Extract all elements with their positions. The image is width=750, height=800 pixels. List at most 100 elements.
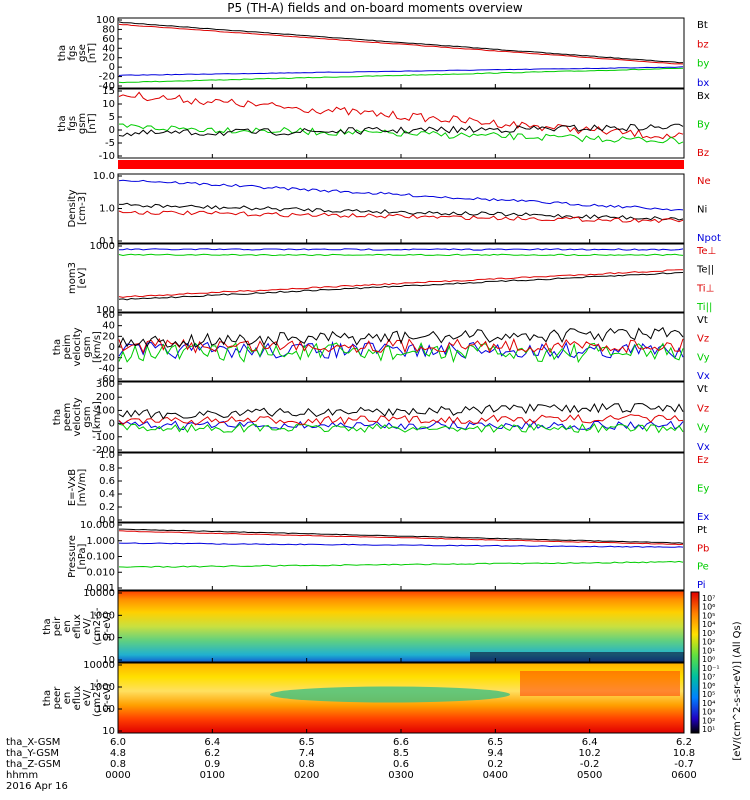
date-label: 2016 Apr 16 [6,781,68,792]
series-by [118,67,684,84]
x-tick-value: -0.2 [580,759,600,770]
y-tick-label: 0.0 [99,515,115,526]
legend-entry: Te⊥ [696,246,716,257]
y-axis-label: tha [52,409,63,425]
series-Bz [118,91,684,140]
y-tick-label: 0 [109,62,115,73]
legend-entry: Ti|| [696,302,712,313]
legend-entry: Vy [697,423,710,434]
legend-entry: Vx [697,442,710,453]
colorbar-tick-label: 10⁴ [702,620,715,629]
y-tick-label: 0 [109,125,115,136]
y-tick-label: 10 [102,655,115,666]
legend-entry: Bt [697,20,708,31]
y-tick-label: 100 [96,405,115,416]
y-tick-label: 40 [102,321,115,332]
series-Ne [118,210,684,224]
series-Vx [118,420,684,431]
y-axis-label: gsm [77,113,88,134]
colorbar-tick-label: 10² [702,716,715,725]
x-tick-value: 7.4 [299,748,315,759]
series-Vt [118,326,684,348]
legend-entry: Vy [697,352,710,363]
y-tick-label: -20 [99,72,115,83]
figure-title: P5 (TH-A) fields and on-board moments ov… [227,1,523,15]
x-row-label: hhmm [6,770,38,781]
x-tick-value: 0300 [388,770,413,781]
y-tick-label: 1000 [90,610,115,621]
y-axis-label: (cm2-s- [92,607,103,645]
y-tick-label: 60 [102,34,115,45]
legend-entry: Te|| [696,265,714,276]
series-Te|| [118,272,684,301]
series-bx [118,66,684,76]
y-tick-label: 60 [102,310,115,321]
series-Vy [118,341,684,364]
y-axis-label: [eV] [77,268,88,289]
legend-entry: Bz [697,148,709,159]
y-tick-label: 1.000 [86,536,115,547]
y-tick-label: 0.100 [86,552,115,563]
colorbar-tick-label: 10⁷ [702,673,715,682]
legend-entry: Npot [697,233,721,244]
panel-frame-fgs-gsm [117,88,685,159]
y-axis-label: [nPa] [77,543,88,569]
x-tick-value: 0200 [294,770,319,781]
x-tick-value: 0.8 [299,759,315,770]
legend-entry: Ey [697,484,709,495]
series-Vz [118,414,684,426]
y-tick-label: 100 [96,633,115,644]
x-tick-value: 0.2 [487,759,503,770]
x-tick-value: 10.2 [579,748,601,759]
y-tick-label: 0.010 [86,567,115,578]
legend-entry: bx [697,78,709,89]
y-tick-label: 100 [96,704,115,715]
y-axis-label: [km/s] [92,331,103,363]
y-axis-label: [km/s] [92,401,103,433]
y-tick-label: 10 [102,726,115,737]
y-axis-label: gsm [82,406,93,427]
spectrogram-peir [118,591,684,662]
series-Pt [119,528,684,544]
series-Vy [118,423,684,434]
y-tick-label: -20 [99,353,115,364]
y-tick-label: 0.4 [99,489,115,500]
y-axis-label: peim [62,334,73,359]
spectrogram-hot-region [520,671,680,696]
y-tick-label: 80 [102,24,115,35]
legend-entry: Vt [697,384,708,395]
y-tick-label: -5 [105,138,115,149]
y-tick-label: 1000 [90,241,115,252]
y-tick-label: 10000 [83,588,115,599]
series-By [118,123,684,145]
y-tick-label: 1.0 [99,204,115,215]
y-axis-label: mom3 [67,262,78,294]
y-tick-label: 0 [109,342,115,353]
y-tick-label: 0.8 [99,463,115,474]
y-tick-label: -60 [99,374,115,385]
x-tick-value: 6.0 [110,737,126,748]
y-tick-label: -200 [92,445,115,456]
x-tick-value: 0100 [200,770,225,781]
y-axis-label: Density [67,189,78,227]
series-Te⊥ [119,248,684,251]
legend-entry: Ex [697,512,709,523]
series-Pe [118,560,684,568]
separator-strip [118,160,684,169]
y-tick-label: 100 [96,305,115,316]
y-axis-label: [nT] [87,113,98,133]
colorbar-tick-label: 10³ [702,708,715,717]
y-tick-label: 20 [102,53,115,64]
y-axis-label: (cm2-s- [92,679,103,717]
y-axis-label: tha [57,45,68,61]
y-tick-label: -40 [99,363,115,374]
spectrogram-core [270,686,510,703]
y-tick-label: 300 [96,379,115,390]
legend-entry: By [697,120,710,131]
legend-entry: Ti⊥ [696,283,714,294]
x-tick-value: 6.4 [204,737,220,748]
y-axis-label: peir [52,616,63,636]
colorbar-tick-label: 10⁵ [702,611,715,620]
spectrogram-low-edge [470,652,684,662]
x-row-label: tha_X-GSM [6,737,60,748]
